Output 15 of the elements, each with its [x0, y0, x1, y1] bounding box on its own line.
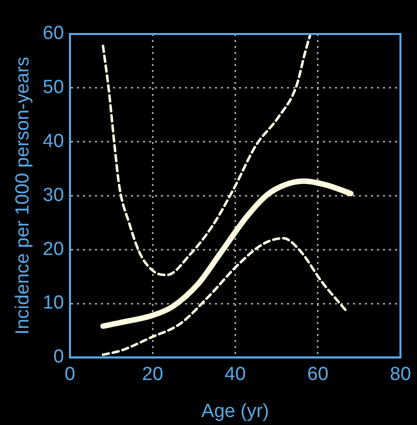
y-tick-label: 50	[42, 77, 64, 98]
y-tick-label: 30	[42, 184, 64, 206]
y-tick-label: 0	[53, 346, 64, 368]
y-axis-title: Incidence per 1000 person-years	[12, 56, 34, 335]
y-tick-label: 60	[42, 23, 64, 44]
x-tick-label: 60	[307, 364, 328, 386]
x-tick-label: 20	[142, 364, 164, 386]
x-tick-label: 40	[224, 364, 246, 386]
y-tick-label: 40	[42, 131, 64, 152]
y-tick-label: 20	[42, 238, 64, 260]
y-tick-label: 10	[42, 292, 64, 314]
x-axis-title: Age (yr)	[201, 400, 269, 422]
x-tick-label: 80	[390, 364, 412, 386]
line-series	[102, 34, 312, 276]
line-series	[102, 237, 347, 356]
